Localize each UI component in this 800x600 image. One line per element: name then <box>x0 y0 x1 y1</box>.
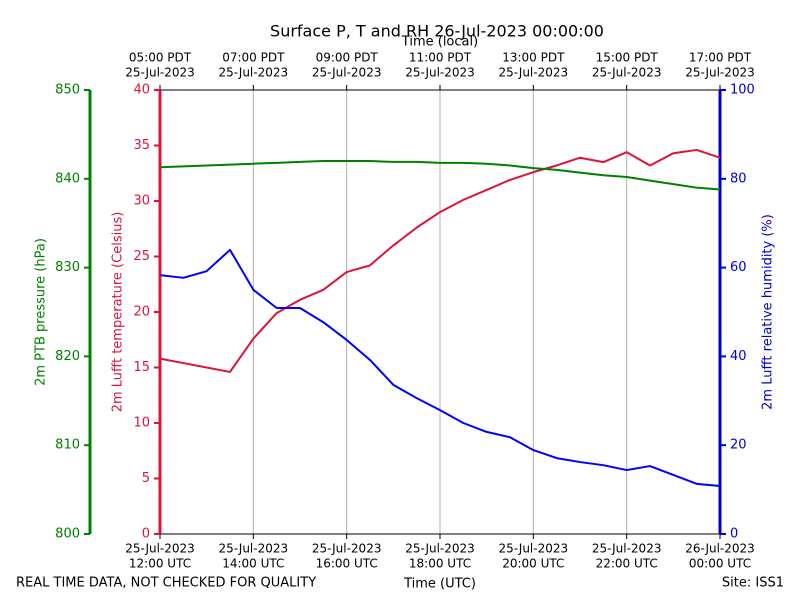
y3-tick-label: 850 <box>55 83 80 98</box>
x2-tick-label: 25-Jul-2023 <box>312 66 382 80</box>
x-tick-label: 25-Jul-2023 <box>219 542 289 556</box>
y3-tick-label: 840 <box>55 171 80 186</box>
x2-axis-label: Time (local) <box>401 35 478 50</box>
x2-tick-label: 25-Jul-2023 <box>685 66 755 80</box>
series-line <box>159 248 721 488</box>
y2-tick-label: 0 <box>730 527 738 542</box>
y-tick-label: 35 <box>133 138 150 153</box>
x2-tick-label: 25-Jul-2023 <box>125 66 195 80</box>
x2-tick-label: 11:00 PDT <box>409 51 472 65</box>
x2-tick-label: 09:00 PDT <box>316 51 379 65</box>
x2-tick-label: 15:00 PDT <box>596 51 659 65</box>
y-tick-label: 30 <box>133 194 150 209</box>
x2-tick-label: 13:00 PDT <box>502 51 565 65</box>
x2-tick-label: 25-Jul-2023 <box>405 66 475 80</box>
x-tick-label: 18:00 UTC <box>409 557 471 571</box>
x2-tick-label: 17:00 PDT <box>689 51 752 65</box>
x-tick-label: 25-Jul-2023 <box>312 542 382 556</box>
y-axis-label: 2m Lufft temperature (Celsius) <box>111 212 126 413</box>
y-tick-label: 15 <box>133 360 150 375</box>
x-tick-label: 25-Jul-2023 <box>125 542 195 556</box>
x-tick-label: 16:00 UTC <box>316 557 378 571</box>
y2-tick-label: 80 <box>730 171 747 186</box>
y3-axis-label: 2m PTB pressure (hPa) <box>34 238 49 386</box>
x-tick-label: 14:00 UTC <box>222 557 284 571</box>
y-tick-label: 5 <box>142 471 150 486</box>
y-tick-label: 0 <box>142 527 150 542</box>
x2-tick-label: 25-Jul-2023 <box>219 66 289 80</box>
x-tick-label: 26-Jul-2023 <box>685 542 755 556</box>
y2-tick-label: 40 <box>730 349 747 364</box>
x2-tick-label: 25-Jul-2023 <box>592 66 662 80</box>
x2-tick-label: 25-Jul-2023 <box>499 66 569 80</box>
series-line <box>159 160 721 191</box>
x2-tick-label: 05:00 PDT <box>129 51 192 65</box>
y3-tick-label: 800 <box>55 527 80 542</box>
y3-tick-label: 820 <box>55 349 80 364</box>
y2-axis-label: 2m Lufft relative humidity (%) <box>761 214 776 410</box>
y-tick-label: 10 <box>133 416 150 431</box>
y2-tick-label: 100 <box>730 83 755 98</box>
x-tick-label: 25-Jul-2023 <box>499 542 569 556</box>
x-tick-label: 25-Jul-2023 <box>592 542 662 556</box>
y2-tick-label: 60 <box>730 260 747 275</box>
x-tick-label: 00:00 UTC <box>689 557 751 571</box>
x-tick-label: 12:00 UTC <box>129 557 191 571</box>
chart-title: Surface P, T and RH 26-Jul-2023 00:00:00 <box>270 22 604 41</box>
y3-tick-label: 830 <box>55 260 80 275</box>
site-label: Site: ISS1 <box>722 576 784 591</box>
footer-note: REAL TIME DATA, NOT CHECKED FOR QUALITY <box>16 576 316 591</box>
x-axis-label: Time (UTC) <box>403 577 476 592</box>
x2-tick-label: 07:00 PDT <box>222 51 285 65</box>
x-tick-label: 25-Jul-2023 <box>405 542 475 556</box>
y3-tick-label: 810 <box>55 438 80 453</box>
series-line <box>159 148 721 373</box>
y-tick-label: 20 <box>133 305 150 320</box>
x-tick-label: 22:00 UTC <box>596 557 658 571</box>
y-tick-label: 40 <box>133 83 150 98</box>
y2-tick-label: 20 <box>730 438 747 453</box>
y-tick-label: 25 <box>133 249 150 264</box>
x-tick-label: 20:00 UTC <box>502 557 564 571</box>
